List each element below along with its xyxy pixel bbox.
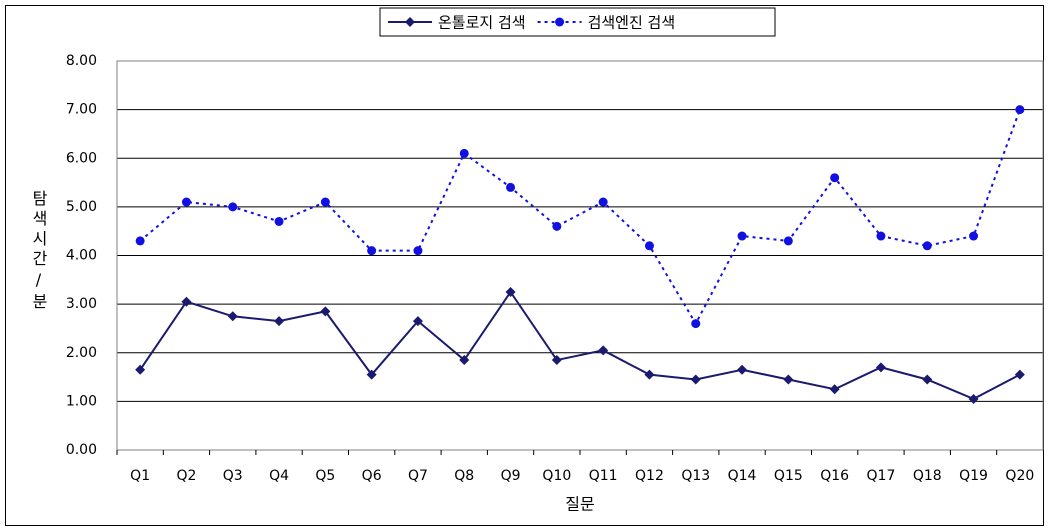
data-point — [506, 182, 516, 192]
data-point — [1015, 105, 1025, 115]
y-tick-label: 0.00 — [66, 442, 97, 458]
data-point — [644, 369, 655, 380]
y-tick-label: 6.00 — [66, 150, 97, 166]
chart-border — [5, 5, 1044, 526]
x-tick-label: Q8 — [454, 468, 474, 484]
x-tick-label: Q6 — [362, 468, 382, 484]
data-point — [227, 311, 238, 322]
x-tick-label: Q15 — [774, 468, 803, 484]
x-tick-label: Q13 — [681, 468, 710, 484]
legend-marker — [555, 17, 565, 27]
x-tick-label: Q11 — [589, 468, 618, 484]
x-tick-label: Q2 — [176, 468, 196, 484]
data-point — [598, 345, 609, 356]
series-line — [139, 290, 1021, 401]
data-point — [737, 231, 747, 241]
data-point — [413, 246, 423, 256]
data-point — [181, 197, 191, 207]
x-tick-label: Q4 — [269, 468, 289, 484]
data-point — [366, 369, 377, 380]
data-point — [274, 316, 285, 327]
x-tick-label: Q17 — [867, 468, 896, 484]
x-tick-label: Q1 — [130, 468, 150, 484]
x-tick-label: Q14 — [728, 468, 757, 484]
y-tick-label: 2.00 — [66, 345, 97, 361]
data-point — [644, 241, 654, 251]
data-point — [783, 374, 794, 385]
data-point — [690, 374, 701, 385]
data-point — [274, 216, 284, 226]
x-tick-label: Q3 — [223, 468, 243, 484]
y-tick-label: 3.00 — [66, 296, 97, 312]
data-point — [135, 364, 146, 375]
data-point — [875, 362, 886, 373]
data-point — [320, 306, 331, 317]
y-axis-label: 탐색시간/분 — [29, 190, 48, 313]
data-point — [320, 197, 330, 207]
y-tick-label: 4.00 — [66, 248, 97, 264]
y-tick-label: 8.00 — [66, 53, 97, 69]
legend-marker — [405, 17, 415, 27]
x-tick-label: Q19 — [959, 468, 988, 484]
data-point — [922, 374, 933, 385]
data-point — [505, 286, 516, 297]
data-point — [876, 231, 886, 241]
y-tick-label: 5.00 — [66, 199, 97, 215]
data-point — [367, 246, 377, 256]
x-tick-label: Q16 — [820, 468, 849, 484]
data-point — [552, 221, 562, 231]
data-point — [228, 202, 238, 212]
x-tick-label: Q18 — [913, 468, 942, 484]
data-point — [691, 319, 701, 329]
data-point — [783, 236, 793, 246]
x-axis-label: 질문 — [565, 495, 594, 514]
x-tick-label: Q12 — [635, 468, 664, 484]
data-point — [969, 231, 979, 241]
data-point — [968, 393, 979, 404]
data-point — [737, 364, 748, 375]
data-point — [830, 173, 840, 183]
data-point — [922, 241, 932, 251]
x-tick-label: Q7 — [408, 468, 428, 484]
data-point — [829, 384, 840, 395]
y-tick-label: 7.00 — [66, 102, 97, 118]
x-tick-label: Q10 — [542, 468, 571, 484]
data-point — [135, 236, 145, 246]
x-tick-label: Q20 — [1005, 468, 1034, 484]
series-line — [139, 109, 1021, 326]
x-tick-label: Q9 — [501, 468, 521, 484]
data-point — [1014, 369, 1025, 380]
data-point — [181, 296, 192, 307]
legend-box — [379, 7, 776, 37]
legend-label: 검색엔진 검색 — [588, 14, 676, 32]
data-point — [598, 197, 608, 207]
legend-label: 온톨로지 검색 — [438, 14, 526, 32]
x-tick-label: Q5 — [315, 468, 335, 484]
data-point — [459, 355, 470, 366]
y-tick-label: 1.00 — [66, 393, 97, 409]
data-point — [551, 355, 562, 366]
data-point — [459, 148, 469, 158]
data-point — [412, 316, 423, 327]
